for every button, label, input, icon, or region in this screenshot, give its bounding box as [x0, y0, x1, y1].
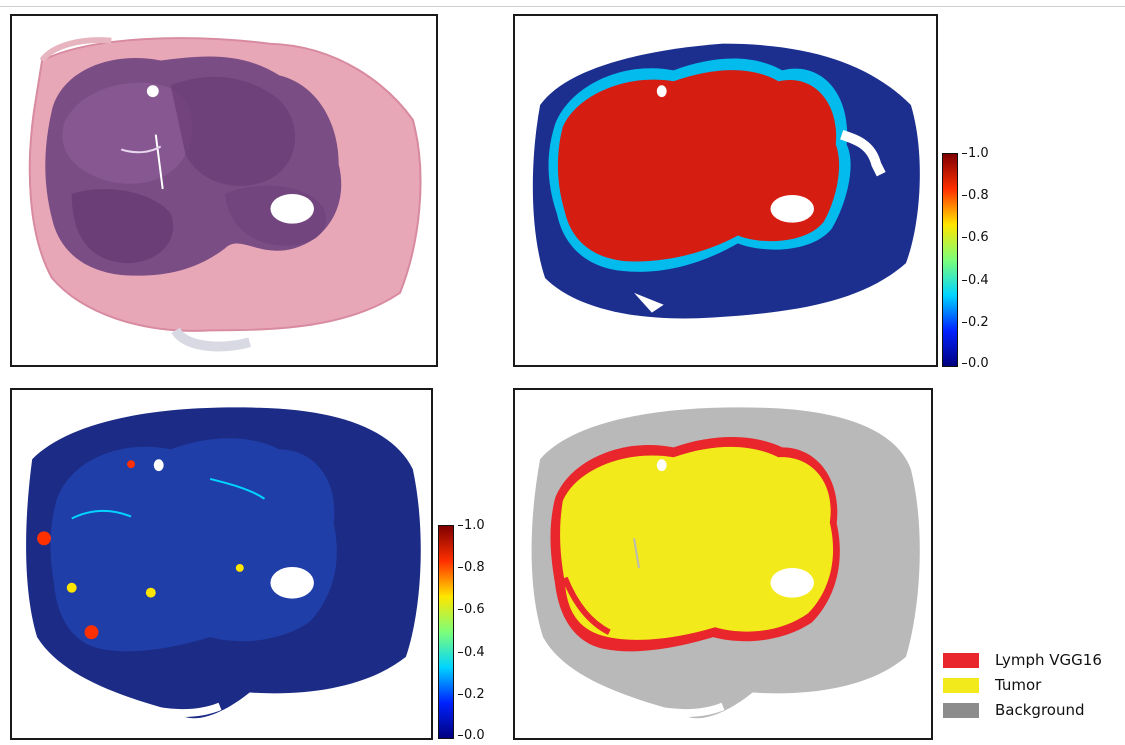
he-slide-image — [28, 37, 422, 352]
legend-label-lymph: Lymph VGG16 — [995, 651, 1102, 669]
tumor-heatmap-image — [532, 43, 920, 319]
tumor-heatmap-panel — [513, 14, 938, 367]
colorbar-top-tick: 0.6 — [962, 230, 989, 245]
colorbar-bottom-tick: 0.2 — [458, 687, 485, 702]
segmentation-image — [531, 407, 920, 719]
colorbar-bottom-tick: 0.6 — [458, 602, 485, 617]
colorbar-top-tick: 0.4 — [962, 273, 989, 288]
lymph-heatmap-image — [26, 407, 421, 719]
legend-label-background: Background — [995, 701, 1085, 719]
legend-swatch-tumor — [943, 678, 979, 693]
colorbar-bottom-tick: 0.4 — [458, 645, 485, 660]
colorbar-bottom-tick: 0.8 — [458, 560, 485, 575]
colorbar-top — [942, 153, 958, 367]
colorbar-bottom — [438, 525, 454, 739]
colorbar-top-tick: 1.0 — [962, 146, 989, 161]
legend-swatch-lymph — [943, 653, 979, 668]
lymph-heatmap-panel — [10, 388, 433, 740]
legend-swatch-background — [943, 703, 979, 718]
colorbar-bottom-tick: 0.0 — [458, 728, 485, 743]
top-rule — [0, 6, 1125, 7]
he-slide-panel — [10, 14, 438, 367]
colorbar-top-tick: 0.8 — [962, 188, 989, 203]
legend-label-tumor: Tumor — [995, 676, 1042, 694]
colorbar-top-tick: 0.2 — [962, 315, 989, 330]
segmentation-panel — [513, 388, 933, 740]
colorbar-bottom-tick: 1.0 — [458, 518, 485, 533]
colorbar-top-tick: 0.0 — [962, 356, 989, 371]
